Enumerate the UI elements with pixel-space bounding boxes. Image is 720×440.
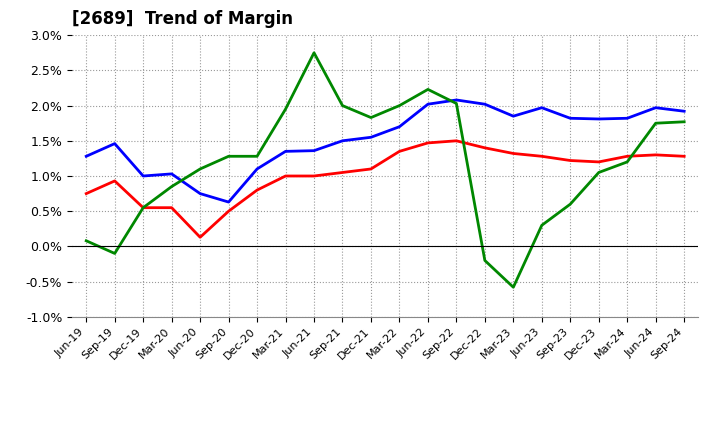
Net Income xyxy=(225,209,233,214)
Operating Cashflow xyxy=(595,170,603,175)
Ordinary Income xyxy=(282,149,290,154)
Operating Cashflow xyxy=(366,115,375,120)
Operating Cashflow xyxy=(623,159,631,165)
Ordinary Income xyxy=(196,191,204,196)
Net Income xyxy=(253,187,261,193)
Ordinary Income xyxy=(225,199,233,205)
Legend: Ordinary Income, Net Income, Operating Cashflow: Ordinary Income, Net Income, Operating C… xyxy=(143,436,627,440)
Ordinary Income xyxy=(623,116,631,121)
Ordinary Income xyxy=(680,109,688,114)
Net Income xyxy=(282,173,290,179)
Ordinary Income xyxy=(310,148,318,153)
Ordinary Income xyxy=(595,116,603,121)
Operating Cashflow xyxy=(509,285,518,290)
Ordinary Income xyxy=(652,105,660,110)
Ordinary Income xyxy=(253,166,261,172)
Net Income xyxy=(452,138,461,143)
Net Income xyxy=(566,158,575,163)
Net Income xyxy=(82,191,91,196)
Ordinary Income xyxy=(566,116,575,121)
Ordinary Income xyxy=(537,105,546,110)
Operating Cashflow xyxy=(82,238,91,243)
Ordinary Income xyxy=(480,102,489,107)
Ordinary Income xyxy=(139,173,148,179)
Operating Cashflow xyxy=(110,251,119,256)
Net Income xyxy=(338,170,347,175)
Operating Cashflow xyxy=(139,205,148,210)
Net Income xyxy=(680,154,688,159)
Net Income xyxy=(595,159,603,165)
Operating Cashflow xyxy=(680,119,688,125)
Operating Cashflow xyxy=(225,154,233,159)
Ordinary Income xyxy=(509,114,518,119)
Line: Ordinary Income: Ordinary Income xyxy=(86,100,684,202)
Net Income xyxy=(139,205,148,210)
Operating Cashflow xyxy=(253,154,261,159)
Operating Cashflow xyxy=(310,50,318,55)
Operating Cashflow xyxy=(537,223,546,228)
Operating Cashflow xyxy=(566,202,575,207)
Net Income xyxy=(167,205,176,210)
Net Income xyxy=(652,152,660,158)
Ordinary Income xyxy=(110,141,119,146)
Operating Cashflow xyxy=(423,87,432,92)
Net Income xyxy=(310,173,318,179)
Operating Cashflow xyxy=(196,166,204,172)
Net Income xyxy=(480,145,489,150)
Ordinary Income xyxy=(338,138,347,143)
Ordinary Income xyxy=(167,171,176,176)
Ordinary Income xyxy=(82,154,91,159)
Ordinary Income xyxy=(423,102,432,107)
Operating Cashflow xyxy=(652,121,660,126)
Net Income xyxy=(395,149,404,154)
Line: Net Income: Net Income xyxy=(86,141,684,237)
Text: [2689]  Trend of Margin: [2689] Trend of Margin xyxy=(72,10,293,28)
Operating Cashflow xyxy=(480,258,489,263)
Ordinary Income xyxy=(395,124,404,129)
Net Income xyxy=(423,140,432,146)
Net Income xyxy=(110,178,119,183)
Line: Operating Cashflow: Operating Cashflow xyxy=(86,53,684,287)
Ordinary Income xyxy=(366,135,375,140)
Ordinary Income xyxy=(452,97,461,103)
Net Income xyxy=(623,154,631,159)
Net Income xyxy=(196,235,204,240)
Net Income xyxy=(537,154,546,159)
Operating Cashflow xyxy=(395,103,404,108)
Operating Cashflow xyxy=(452,101,461,106)
Operating Cashflow xyxy=(338,103,347,108)
Net Income xyxy=(366,166,375,172)
Operating Cashflow xyxy=(167,184,176,189)
Net Income xyxy=(509,151,518,156)
Operating Cashflow xyxy=(282,106,290,112)
